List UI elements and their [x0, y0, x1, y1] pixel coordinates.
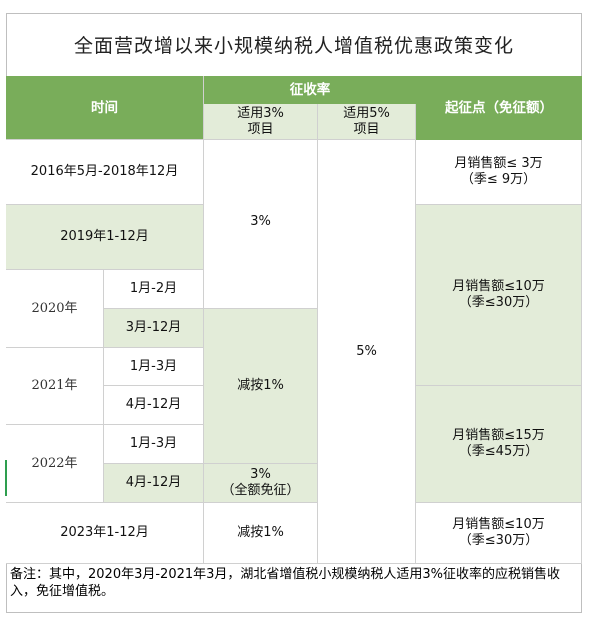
footnote: 备注：其中，2020年3月-2021年3月，湖北省增值税小规模纳税人适用3%征收…	[10, 567, 561, 599]
header-threshold: 起征点（免征额）	[416, 76, 582, 140]
time-2016-2018-label: 2016年5月-2018年12月	[30, 164, 179, 179]
threshold-cell-15wan-label: 月销售额≤15万 （季≤45万）	[452, 428, 545, 459]
row-marker	[5, 460, 7, 496]
threshold-cell-3wan-label: 月销售额≤ 3万 （季≤ 9万）	[454, 156, 543, 187]
period-2020-mar-dec-label: 3月-12月	[125, 320, 182, 335]
header-rate3-label: 适用3% 项目	[237, 105, 284, 137]
period-2021-jan-mar-label: 1月-3月	[129, 358, 178, 374]
year-2022-label: 2022年	[31, 455, 78, 471]
header-time-label: 时间	[91, 99, 118, 116]
header-time: 时间	[6, 76, 204, 140]
header-threshold-label: 起征点（免征额）	[445, 100, 553, 116]
rate5-cell: 5%	[318, 140, 416, 564]
period-2020-mar-dec: 3月-12月	[104, 309, 204, 348]
rate3-cell-3pct-label: 3%	[250, 214, 271, 229]
rate3-cell-2023: 减按1%	[204, 503, 318, 564]
rate5-cell-label: 5%	[356, 343, 377, 359]
threshold-cell-3wan: 月销售额≤ 3万 （季≤ 9万）	[416, 140, 582, 205]
period-2021-jan-mar: 1月-3月	[104, 348, 204, 386]
time-2023-label: 2023年1-12月	[60, 525, 149, 540]
time-2019-label: 2019年1-12月	[60, 229, 149, 244]
threshold-cell-2023: 月销售额≤10万 （季≤30万）	[416, 503, 582, 564]
year-2021-label: 2021年	[31, 378, 78, 393]
rate3-cell-1pct: 减按1%	[204, 309, 318, 464]
period-2021-apr-dec: 4月-12月	[104, 386, 204, 425]
threshold-cell-15wan: 月销售额≤15万 （季≤45万）	[416, 386, 582, 503]
header-rate3: 适用3% 项目	[204, 104, 318, 140]
rate3-cell-2023-label: 减按1%	[237, 525, 284, 540]
header-rate5: 适用5% 项目	[318, 104, 416, 140]
period-2022-jan-mar: 1月-3月	[104, 425, 204, 464]
rate3-cell-3pct: 3%	[204, 140, 318, 309]
threshold-cell-2023-label: 月销售额≤10万 （季≤30万）	[452, 517, 545, 548]
year-2022: 2022年	[6, 425, 104, 503]
header-rate5-label: 适用5% 项目	[343, 105, 390, 137]
rate3-cell-1pct-label: 减按1%	[237, 378, 284, 393]
period-2022-jan-mar-label: 1月-3月	[129, 436, 178, 451]
period-2021-apr-dec-label: 4月-12月	[125, 397, 182, 412]
table-title: 全面营改增以来小规模纳税人增值税优惠政策变化	[73, 35, 514, 57]
rate3-cell-exempt: 3% （全额免征）	[204, 464, 318, 503]
header-rate-group-label: 征收率	[289, 82, 331, 98]
period-2020-jan-feb: 1月-2月	[104, 270, 204, 309]
time-2023: 2023年1-12月	[6, 503, 204, 564]
threshold-cell-10wan: 月销售额≤10万 （季≤30万）	[416, 205, 582, 386]
period-2022-apr-dec-label: 4月-12月	[125, 475, 182, 490]
header-rate-group: 征收率	[204, 76, 416, 104]
year-2021: 2021年	[6, 348, 104, 425]
time-2019: 2019年1-12月	[6, 205, 204, 270]
period-2020-jan-feb-label: 1月-2月	[129, 281, 178, 296]
year-2020-label: 2020年	[31, 300, 78, 316]
time-2016-2018: 2016年5月-2018年12月	[6, 140, 204, 205]
period-2022-apr-dec: 4月-12月	[104, 464, 204, 503]
rate3-cell-exempt-label: 3% （全额免征）	[221, 467, 300, 498]
year-2020: 2020年	[6, 270, 104, 348]
threshold-cell-10wan-label: 月销售额≤10万 （季≤30万）	[452, 279, 545, 310]
